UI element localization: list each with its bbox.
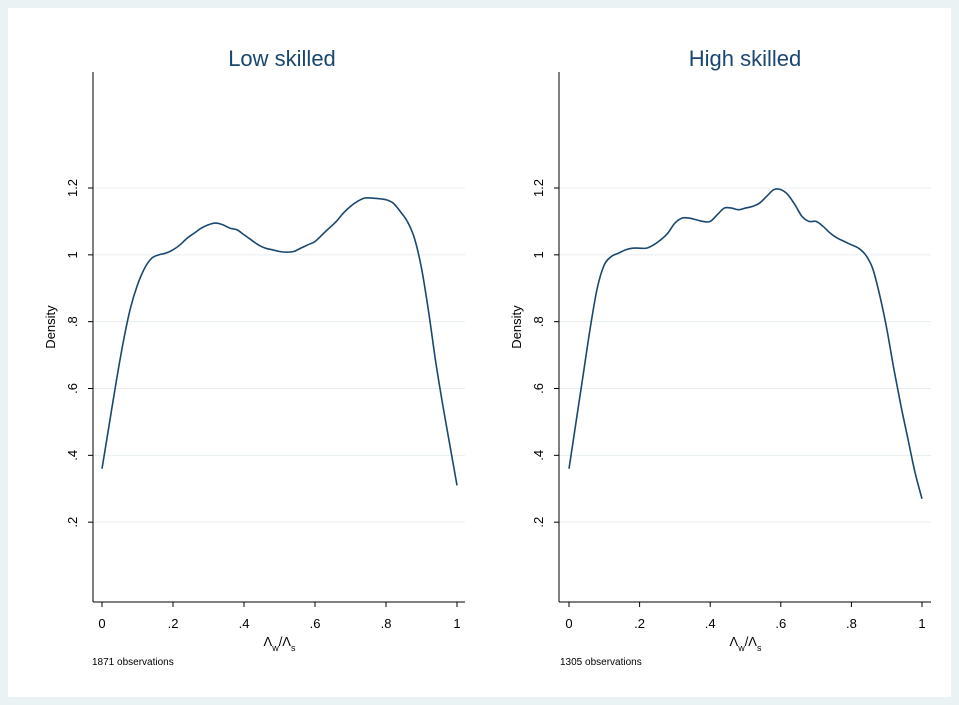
y-tick-label: .4 <box>531 450 546 461</box>
y-tick-label: .6 <box>531 383 546 394</box>
x-axis-label-part: /Λ <box>745 634 758 649</box>
y-axis-label: Density <box>509 305 524 349</box>
y-tick-label: .8 <box>65 316 80 327</box>
x-tick-label: 0 <box>98 616 105 631</box>
x-axis-label-part: /Λ <box>279 634 292 649</box>
y-tick-label: .6 <box>65 383 80 394</box>
x-axis-label-part: Λ <box>264 634 273 649</box>
chart-title: High skilled <box>689 46 802 71</box>
x-tick-label: 1 <box>453 616 460 631</box>
x-axis-label: Λw/Λs <box>730 634 762 653</box>
plot-region <box>93 72 465 602</box>
x-axis-label: Λw/Λs <box>264 634 296 653</box>
x-axis-label-subscript: w <box>271 643 279 653</box>
x-tick-label: .2 <box>634 616 645 631</box>
x-axis-label-subscript: s <box>757 643 762 653</box>
x-tick-label: .6 <box>310 616 321 631</box>
x-tick-label: .4 <box>705 616 716 631</box>
x-tick-label: .6 <box>775 616 786 631</box>
density-line <box>101 196 458 486</box>
x-axis-label-subscript: w <box>737 643 745 653</box>
x-tick-label: 1 <box>918 616 925 631</box>
y-tick-label: .2 <box>531 517 546 528</box>
observations-note: 1305 observations <box>560 657 642 668</box>
y-tick-label: .4 <box>65 450 80 461</box>
y-tick-label: .8 <box>531 316 546 327</box>
x-tick-label: .8 <box>381 616 392 631</box>
y-tick-label: 1 <box>65 251 80 258</box>
y-axis-label: Density <box>43 305 58 349</box>
y-tick-label: .2 <box>65 517 80 528</box>
plot-region <box>559 72 931 602</box>
y-tick-label: 1 <box>531 251 546 258</box>
chart-panel-2: .2 .4 .6 .8 1 1.2 0 .2 .4 .6 .8 1 High skilled Densit… <box>509 46 931 668</box>
density-line <box>568 188 923 499</box>
x-tick-label: 0 <box>565 616 572 631</box>
x-axis-label-subscript: s <box>291 643 296 653</box>
chart-title: Low skilled <box>228 46 336 71</box>
x-tick-label: .8 <box>846 616 857 631</box>
x-axis-label-part: Λ <box>730 634 739 649</box>
observations-note: 1871 observations <box>92 657 174 668</box>
y-tick-label: 1.2 <box>65 179 80 197</box>
x-tick-label: .4 <box>239 616 250 631</box>
chart-panel-1: .2 .4 .6 .8 1 1.2 0 .2 .4 .6 .8 1 Low skilled Density… <box>43 46 465 668</box>
x-tick-label: .2 <box>168 616 179 631</box>
y-tick-label: 1.2 <box>531 179 546 197</box>
